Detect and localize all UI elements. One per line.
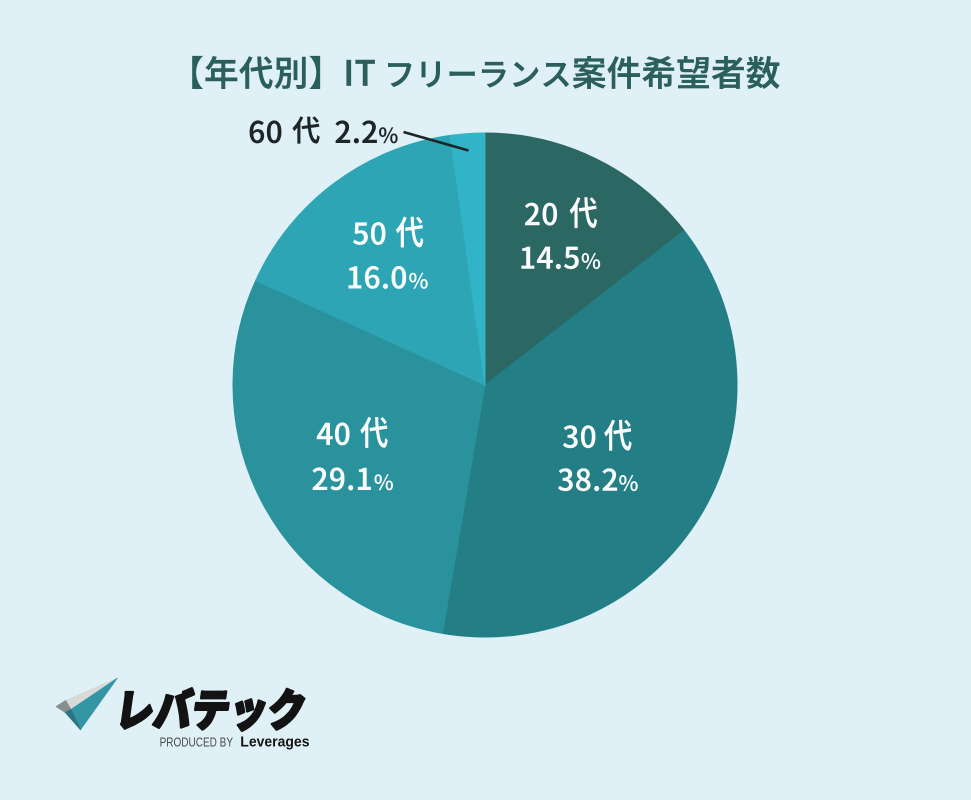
svg-text:PRODUCED BY: PRODUCED BY [160, 735, 234, 749]
svg-text:Leverages: Leverages [240, 734, 309, 750]
